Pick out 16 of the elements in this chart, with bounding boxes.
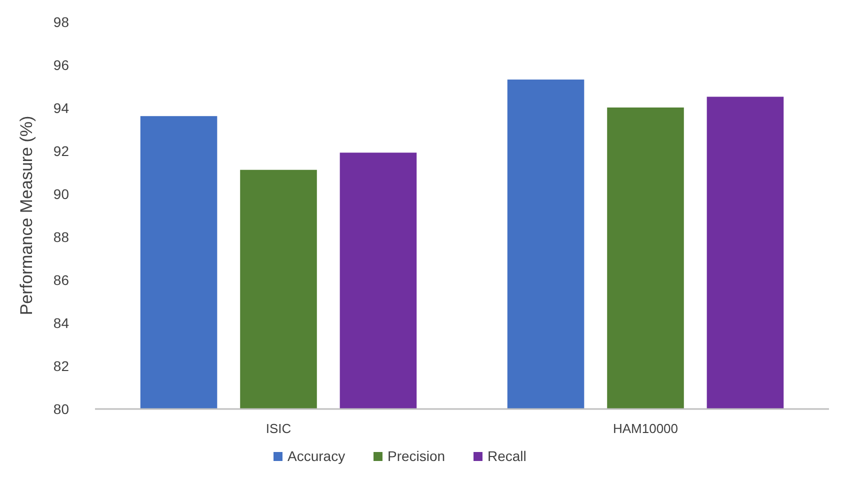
- y-tick-label: 98: [53, 14, 70, 30]
- x-tick-label: HAM10000: [612, 421, 678, 436]
- y-tick-label: 80: [53, 400, 70, 417]
- x-tick-label: ISIC: [266, 421, 292, 436]
- y-tick-label: 94: [53, 100, 70, 116]
- y-tick-label: 92: [53, 142, 70, 159]
- y-tick-label: 86: [53, 272, 70, 288]
- y-tick-label: 96: [53, 56, 70, 73]
- legend-label: Recall: [488, 448, 526, 464]
- legend-label: Accuracy: [288, 448, 346, 464]
- y-axis-title: Performance Measure (%): [17, 116, 36, 316]
- y-tick-label: 90: [53, 186, 70, 202]
- y-tick-label: 84: [53, 314, 70, 331]
- y-tick-label: 88: [53, 228, 70, 245]
- y-tick-label: 82: [53, 358, 70, 374]
- legend-label: Precision: [388, 448, 446, 464]
